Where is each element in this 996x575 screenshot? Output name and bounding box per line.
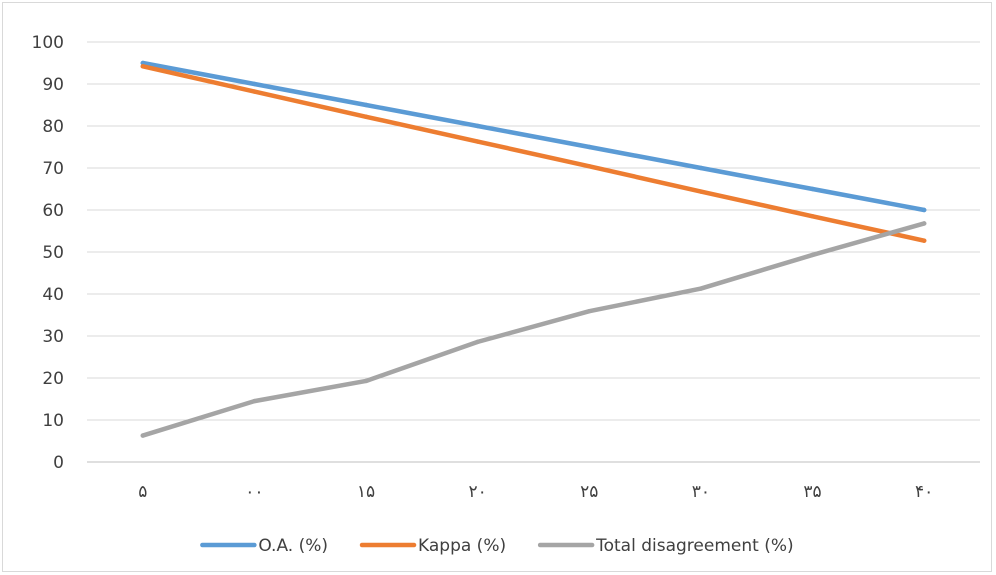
x-tick-label: ۵ (138, 482, 147, 502)
data-point (921, 207, 927, 213)
data-point (698, 165, 704, 171)
y-tick-label: 0 (53, 453, 64, 473)
y-tick-label: 50 (42, 243, 64, 263)
y-tick-label: 70 (42, 159, 64, 179)
data-point (252, 81, 257, 87)
data-point (363, 102, 369, 108)
legend-label: Total disagreement (%) (595, 536, 794, 556)
data-point (252, 398, 257, 404)
data-point (475, 123, 480, 129)
x-tick-label: ۱۵ (357, 482, 375, 502)
y-tick-label: 90 (42, 75, 64, 95)
data-point (475, 139, 480, 144)
x-tick-label: ۳۰ (692, 482, 710, 502)
data-point (698, 189, 704, 194)
data-point (810, 186, 815, 192)
data-point (921, 238, 927, 243)
gridlines (87, 41, 980, 463)
legend-label: Kappa (%) (418, 536, 506, 556)
data-point (810, 214, 815, 219)
x-tick-label: ۳۵ (803, 482, 821, 502)
y-tick-label: 80 (42, 117, 64, 137)
y-tick-label: 40 (42, 285, 64, 305)
data-point (140, 433, 146, 438)
data-point (698, 286, 704, 291)
series-lines (140, 60, 927, 438)
data-point (921, 221, 927, 226)
data-point (363, 378, 369, 384)
series-line-3 (140, 221, 927, 438)
data-point (252, 89, 257, 94)
data-point (810, 252, 815, 258)
y-tick-label: 60 (42, 201, 64, 221)
x-tick-label: ۲۵ (580, 482, 598, 502)
legend: O.A. (%) Kappa (%) Total disagreement (%) (200, 536, 794, 556)
data-point (140, 64, 146, 69)
legend-label: O.A. (%) (258, 536, 328, 556)
x-tick-label: ۲۰ (469, 482, 487, 502)
x-tick-label: ۴۰ (915, 482, 933, 502)
x-tick-label: ۰۰ (245, 482, 263, 502)
data-point (140, 60, 146, 66)
data-point (363, 114, 369, 119)
data-point (587, 144, 592, 150)
y-tick-label: 10 (42, 411, 64, 431)
data-point (587, 164, 592, 169)
x-axis-ticks: ۵ ۰۰ ۱۵ ۲۰ ۲۵ ۳۰ ۳۵ ۴۰ (138, 482, 933, 502)
data-point (587, 309, 592, 314)
y-tick-label: 30 (42, 327, 64, 347)
y-tick-label: 100 (32, 33, 64, 53)
data-point (475, 339, 480, 345)
y-axis-ticks: 0 10 20 30 40 50 60 70 80 90 100 (32, 33, 64, 473)
series-line-1 (140, 60, 927, 213)
series-line-2 (140, 64, 927, 243)
y-tick-label: 20 (42, 369, 64, 389)
